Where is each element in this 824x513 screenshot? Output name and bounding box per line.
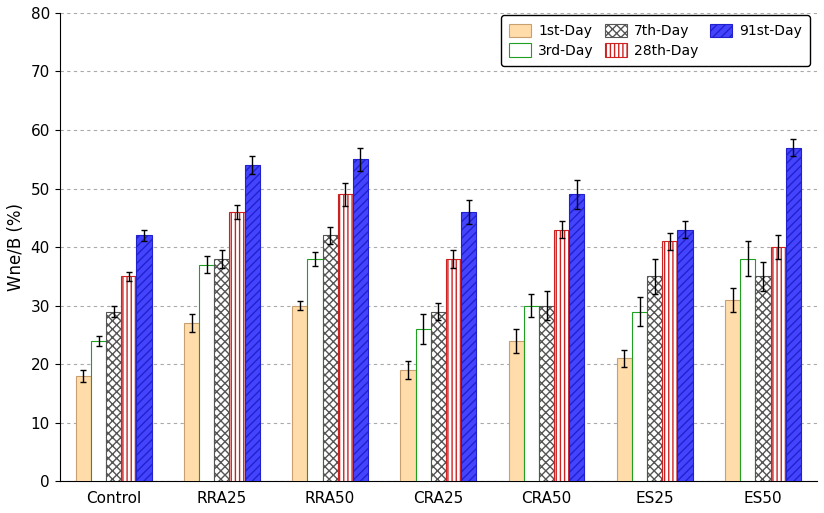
Bar — [199, 265, 214, 481]
Bar — [415, 329, 431, 481]
Bar — [137, 235, 152, 481]
Bar — [677, 230, 693, 481]
Bar — [400, 370, 415, 481]
Bar — [647, 277, 662, 481]
Bar — [91, 341, 106, 481]
Bar — [184, 323, 199, 481]
Bar — [76, 376, 91, 481]
Bar — [307, 259, 322, 481]
Bar — [446, 259, 461, 481]
Y-axis label: Wne/B (%): Wne/B (%) — [7, 203, 25, 291]
Bar — [106, 311, 121, 481]
Bar — [214, 259, 230, 481]
Bar — [230, 212, 245, 481]
Bar — [617, 359, 632, 481]
Bar — [539, 306, 554, 481]
Bar — [322, 235, 338, 481]
Bar — [662, 241, 677, 481]
Bar — [508, 341, 524, 481]
Bar — [293, 306, 307, 481]
Bar — [725, 300, 740, 481]
Bar — [338, 194, 353, 481]
Bar — [770, 247, 785, 481]
Bar — [632, 311, 647, 481]
Bar — [461, 212, 476, 481]
Bar — [569, 194, 584, 481]
Bar — [121, 277, 137, 481]
Legend: 1st-Day, 3rd-Day, 7th-Day, 28th-Day, 91st-Day: 1st-Day, 3rd-Day, 7th-Day, 28th-Day, 91s… — [501, 15, 810, 66]
Bar — [431, 311, 446, 481]
Bar — [740, 259, 756, 481]
Bar — [245, 165, 260, 481]
Bar — [756, 277, 770, 481]
Bar — [785, 148, 801, 481]
Bar — [353, 160, 368, 481]
Bar — [554, 230, 569, 481]
Bar — [524, 306, 539, 481]
